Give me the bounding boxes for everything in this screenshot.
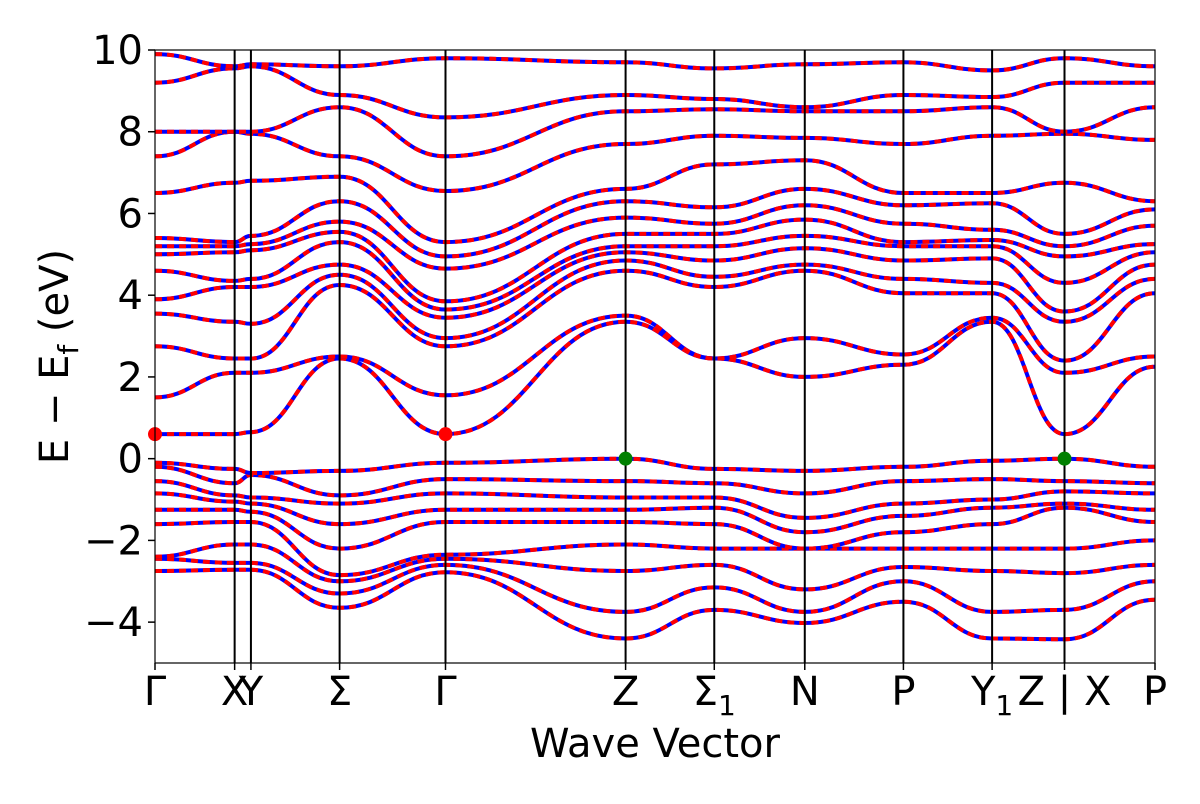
y-tick-label-5: 6 xyxy=(118,191,143,237)
band-10-line-a xyxy=(155,319,1155,437)
x-axis-label: Wave Vector xyxy=(530,721,781,767)
band-17-line-b xyxy=(155,203,1155,271)
extremum-marker-4 xyxy=(1057,451,1072,466)
y-tick-label-7: 10 xyxy=(92,28,143,74)
x-tick-label-0-main: Γ xyxy=(144,669,167,715)
y-axis-label-main: E − E xyxy=(32,355,78,465)
y-tick-label-3: 2 xyxy=(118,355,143,401)
kpoint-lines xyxy=(233,50,1066,663)
x-tick-label-3: Σ xyxy=(327,669,352,715)
x-tick-label-1-main: X xyxy=(221,669,248,715)
x-tick-label-6-sub: 1 xyxy=(718,689,736,722)
band-16-line-b xyxy=(155,217,1155,304)
y-tick-label-0: −4 xyxy=(84,600,143,646)
x-tick-label-8-main: P xyxy=(891,669,915,715)
y-tick-label-2: 0 xyxy=(118,437,143,483)
x-tick-label-6-main: Σ xyxy=(693,669,718,715)
x-tick-label-11: P xyxy=(1143,669,1167,715)
band-11-line-b xyxy=(155,313,1155,400)
y-axis-label-unit: (eV) xyxy=(32,249,78,345)
x-tick-label-10: Z | X xyxy=(1018,669,1112,715)
axes-frame xyxy=(154,49,1156,664)
band-2-line-a xyxy=(155,556,1155,614)
band-18-line-b xyxy=(155,186,1155,259)
y-tick-label-1: −2 xyxy=(84,518,143,564)
y-tick-label-4: 4 xyxy=(118,273,143,319)
x-tick-label-11-main: P xyxy=(1143,669,1167,715)
band-13-line-b xyxy=(155,258,1155,341)
x-tick-label-6: Σ1 xyxy=(693,669,736,722)
band-14-line-b xyxy=(155,246,1155,320)
x-tick-label-9-sub: 1 xyxy=(995,689,1013,722)
x-tick-label-0: Γ xyxy=(144,669,167,715)
band-4-line-a xyxy=(155,520,1155,578)
band-5-line-b xyxy=(155,505,1155,551)
x-tick-label-5: Z xyxy=(612,669,639,715)
band-5-line-a xyxy=(155,505,1155,551)
band-12-line-b xyxy=(155,268,1155,363)
x-tick-label-9-main: Y xyxy=(970,669,996,715)
x-tick-label-9: Y1 xyxy=(970,669,1013,722)
x-tick-label-2: Y xyxy=(238,669,264,715)
extremum-marker-2 xyxy=(438,427,453,442)
bands-layer xyxy=(155,52,1155,642)
x-tick-label-8: P xyxy=(891,669,915,715)
x-tick-label-4: Γ xyxy=(434,669,457,715)
band-21-line-b xyxy=(155,105,1155,159)
band-15-line-b xyxy=(155,233,1155,312)
extrema-markers xyxy=(148,427,1072,466)
x-tick-label-5-main: Z xyxy=(612,669,639,715)
y-tick-label-6: 8 xyxy=(118,110,143,156)
x-tick-label-4-main: Γ xyxy=(434,669,457,715)
band-10-line-b xyxy=(155,319,1155,437)
y-axis-label-sub: f xyxy=(52,344,85,355)
band-1-line-b xyxy=(155,567,1155,642)
x-tick-label-2-main: Y xyxy=(238,669,264,715)
y-axis-label: E − Ef (eV) xyxy=(32,249,85,464)
x-tick-label-10-main: Z | X xyxy=(1018,669,1112,715)
y-ticks: −4 −2 0 2 4 6 8 10 xyxy=(84,28,155,646)
x-tick-label-1: X xyxy=(221,669,248,715)
x-tick-label-7-main: N xyxy=(790,669,820,715)
x-tick-label-3-main: Σ xyxy=(327,669,352,715)
x-tick-label-7: N xyxy=(790,669,820,715)
extremum-marker-3 xyxy=(618,451,633,466)
